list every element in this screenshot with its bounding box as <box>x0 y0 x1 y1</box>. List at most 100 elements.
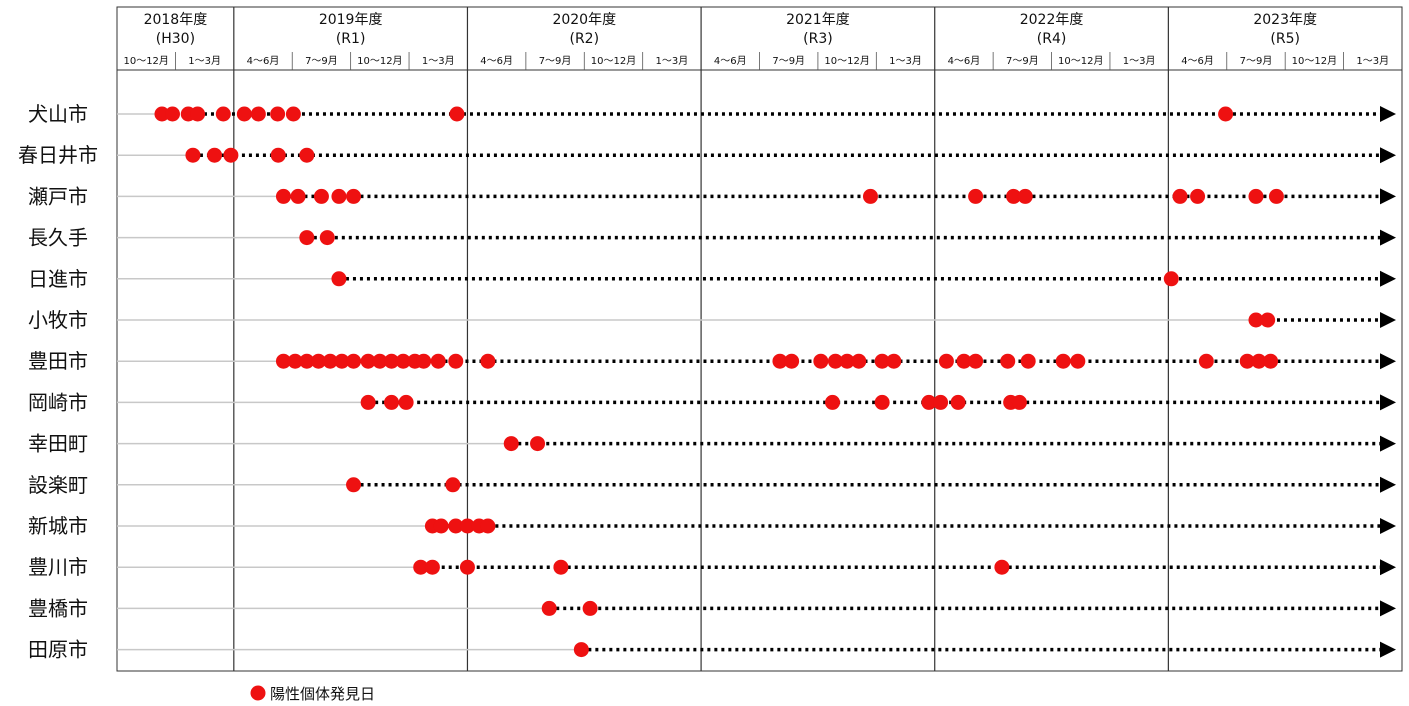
detection-point <box>480 518 496 534</box>
detection-point <box>445 477 461 493</box>
detection-point <box>360 353 376 369</box>
detection-point <box>1172 188 1188 204</box>
detection-point <box>331 188 347 204</box>
quarter-label: 4～6月 <box>480 55 513 67</box>
detection-point <box>1248 312 1264 328</box>
detection-point <box>319 230 335 246</box>
detection-point <box>994 559 1010 575</box>
detection-point <box>1268 188 1284 204</box>
timeline-arrowhead <box>1380 353 1396 370</box>
municipality-label: 日進市 <box>28 267 88 291</box>
detection-point <box>1260 312 1276 328</box>
timeline-arrowhead <box>1380 229 1396 246</box>
timeline-arrowhead <box>1380 641 1396 658</box>
detection-point <box>285 106 301 122</box>
quarter-label: 1～3月 <box>1356 55 1389 67</box>
detection-point <box>299 230 315 246</box>
quarter-label: 10～12月 <box>357 55 402 67</box>
detection-point <box>384 353 400 369</box>
municipality-label: 長久手 <box>28 226 88 250</box>
detection-point <box>433 518 449 534</box>
detection-point <box>215 106 231 122</box>
fiscal-year-label: 2021年度 <box>786 12 850 28</box>
fiscal-year-sub-label: (R3) <box>803 31 833 47</box>
quarter-label: 1～3月 <box>188 55 221 67</box>
municipality-rows: 犬山市春日井市瀬戸市長久手日進市小牧市豊田市岡崎市幸田町設楽町新城市豊川市豊橋市… <box>18 102 1396 662</box>
detection-point <box>236 106 252 122</box>
municipality-label: 犬山市 <box>28 102 88 126</box>
fiscal-year-sub-label: (R5) <box>1270 31 1300 47</box>
timeline-arrowhead <box>1380 106 1396 122</box>
quarter-label: 1～3月 <box>422 55 455 67</box>
fiscal-year-sub-label: (R2) <box>569 31 599 47</box>
detection-point <box>1055 353 1071 369</box>
detection-point <box>938 353 954 369</box>
fiscal-year-sub-label: (R4) <box>1037 31 1067 47</box>
municipality-label: 田原市 <box>28 638 88 662</box>
quarter-label: 1～3月 <box>889 55 922 67</box>
timeline-arrowhead <box>1380 435 1396 452</box>
fiscal-year-label: 2018年度 <box>144 12 208 28</box>
detection-point <box>395 353 411 369</box>
detection-point <box>185 147 201 163</box>
detection-point <box>1070 353 1086 369</box>
timeline-arrowhead <box>1380 476 1396 493</box>
detection-point <box>448 353 464 369</box>
plot-border <box>116 6 1403 672</box>
fiscal-year-label: 2022年度 <box>1020 12 1084 28</box>
detection-point <box>346 477 362 493</box>
quarter-label: 4～6月 <box>247 55 280 67</box>
fiscal-year-label: 2019年度 <box>319 12 383 28</box>
timeline-arrowhead <box>1380 394 1396 411</box>
legend-label: 陽性個体発見日 <box>270 685 375 703</box>
detection-point <box>190 106 206 122</box>
municipality-label: 幸田町 <box>28 432 88 456</box>
detection-point <box>573 642 589 658</box>
fiscal-year-sub-label: (H30) <box>156 31 195 47</box>
detection-point <box>480 353 496 369</box>
detection-point <box>270 106 286 122</box>
quarter-label: 7～9月 <box>772 55 805 67</box>
timeline-arrowhead <box>1380 188 1396 205</box>
detection-point <box>384 394 400 410</box>
detection-point <box>207 147 223 163</box>
detection-point <box>1198 353 1214 369</box>
detection-point <box>449 106 465 122</box>
detection-point <box>874 394 890 410</box>
municipality-label: 豊川市 <box>28 555 88 579</box>
fiscal-year-sub-label: (R1) <box>336 31 366 47</box>
detection-point <box>1006 188 1022 204</box>
detection-point <box>1239 353 1255 369</box>
timeline-arrowhead <box>1380 147 1396 164</box>
detection-point <box>299 353 315 369</box>
quarter-label: 1～3月 <box>656 55 689 67</box>
timeline-arrowhead <box>1380 518 1396 534</box>
detection-point <box>933 394 949 410</box>
fiscal-year-label: 2020年度 <box>552 12 616 28</box>
detection-point <box>322 353 338 369</box>
detection-point <box>582 600 598 616</box>
detection-point <box>413 559 429 575</box>
detection-point <box>346 353 362 369</box>
detection-point <box>541 600 557 616</box>
detection-point <box>825 394 841 410</box>
quarter-label: 10～12月 <box>1058 55 1103 67</box>
detection-point <box>1218 106 1234 122</box>
quarter-label: 4～6月 <box>1181 55 1214 67</box>
detection-point <box>839 353 855 369</box>
detection-point <box>290 188 306 204</box>
detection-point <box>1190 188 1206 204</box>
detection-point <box>968 353 984 369</box>
detection-point <box>968 188 984 204</box>
plot-frame <box>116 6 1403 672</box>
municipality-label: 設楽町 <box>28 473 88 497</box>
detection-point <box>921 394 937 410</box>
timeline-arrowhead <box>1380 270 1396 287</box>
detection-point <box>1263 353 1279 369</box>
municipality-label: 岡崎市 <box>28 390 88 414</box>
detection-point <box>459 559 475 575</box>
detection-point <box>874 353 890 369</box>
detection-point <box>1248 188 1264 204</box>
quarter-label: 10～12月 <box>1292 55 1337 67</box>
detection-point <box>275 353 291 369</box>
